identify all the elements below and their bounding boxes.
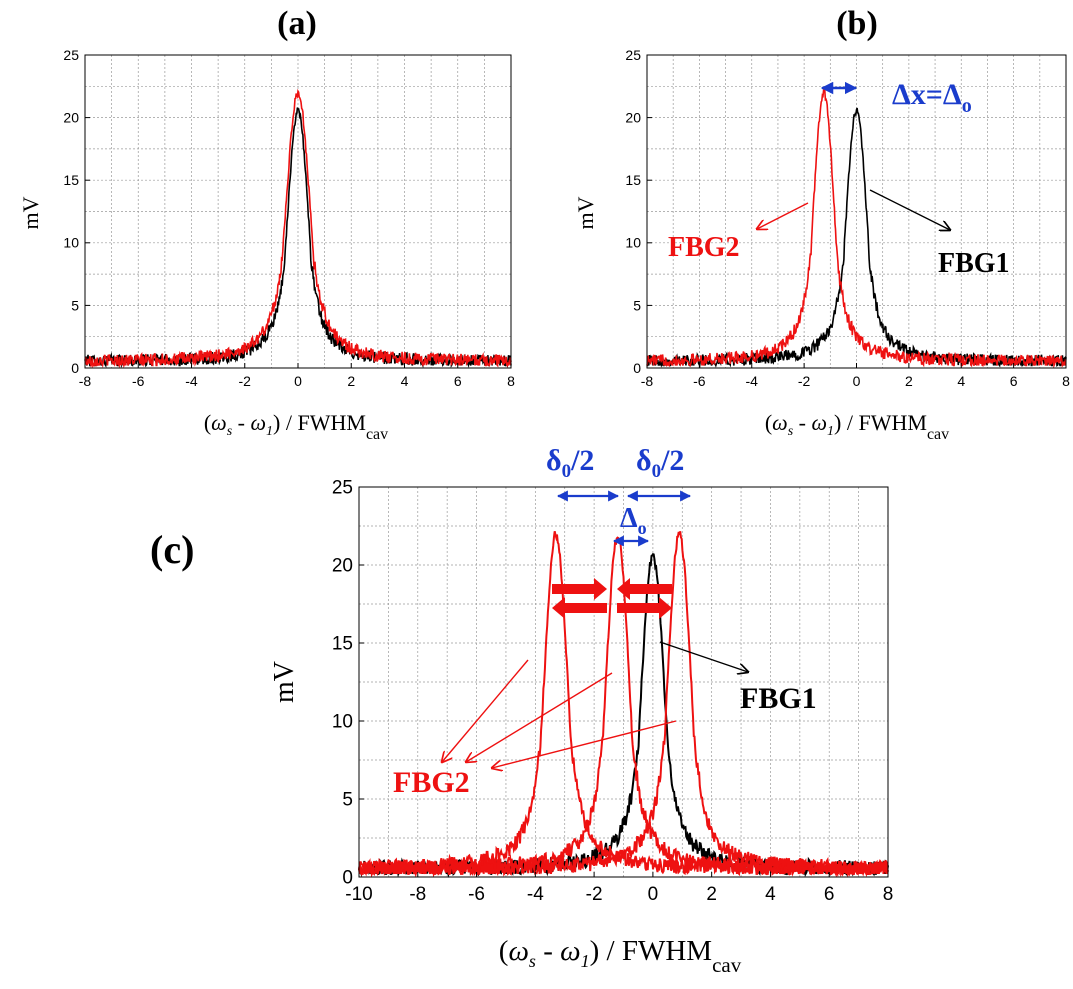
x-tick-label: -2: [798, 373, 811, 389]
x-tick-label: 8: [507, 373, 515, 389]
x-tick-label: -8: [79, 373, 92, 389]
y-tick-label: 20: [625, 110, 641, 126]
x-tick-label: -2: [239, 373, 252, 389]
panel-a-y-axis-label: mV: [18, 196, 43, 229]
panel-b-x-axis-label: (ωs - ω1) / FWHMcav: [765, 410, 949, 443]
panel-c-shift-arrow-right-right: [617, 597, 672, 619]
y-tick-label: 20: [63, 110, 79, 126]
panel-c-y-axis-label: mV: [269, 661, 300, 703]
panel-b-fbg1-label: FBG1: [938, 248, 1010, 279]
panel-b-y-axis-label: mV: [573, 196, 598, 229]
y-tick-label: 0: [71, 360, 79, 376]
panel-c-fbg1-pointer: [659, 641, 748, 672]
y-tick-label: 0: [633, 360, 641, 376]
panel-a-ticks: -8 -6 -4 -2 0 2 4 6 8 0 5 10 15 20 25: [63, 47, 515, 389]
x-tick-label: 2: [905, 373, 913, 389]
panel-c-shift-arrow-left-right: [617, 578, 672, 600]
panel-c-label: (c): [150, 527, 194, 572]
panel-a-series: [84, 88, 512, 369]
panel-c-delta0-left-label: δ0/2: [546, 444, 594, 482]
y-tick-label: 10: [625, 235, 641, 251]
x-tick-label: 2: [706, 884, 717, 905]
panel-c: -10 -8 -6 -4 -2 0 2 4 6 8 0 5 10 15 20 25 (c) mV (ωs - …: [150, 444, 893, 977]
panel-b-fbg2-label: FBG2: [668, 232, 740, 263]
x-tick-label: 6: [824, 884, 835, 905]
series-line: [646, 87, 1067, 369]
y-tick-label: 25: [625, 47, 641, 63]
panel-b: -8 -6 -4 -2 0 2 4 6 8 0 5 10 15 20 25 (b) mV (ωs - ω1)…: [573, 5, 1070, 443]
x-tick-label: -4: [185, 373, 198, 389]
panel-c-x-axis-label: (ωs - ω1) / FWHMcav: [499, 935, 742, 977]
panel-c-fbg2-pointer-3: [492, 720, 677, 768]
series-line: [358, 531, 889, 877]
panel-c-fbg2-pointer-2: [466, 672, 613, 762]
x-tick-label: -8: [641, 373, 654, 389]
x-tick-label: 0: [294, 373, 302, 389]
y-tick-label: 15: [332, 634, 353, 655]
series-line: [84, 88, 512, 369]
panel-c-delta-o-label: Δo: [620, 503, 647, 538]
panel-a-grid: [85, 55, 511, 368]
x-tick-label: 0: [853, 373, 861, 389]
panel-b-delta-x-label: Δx=Δo: [892, 78, 972, 117]
panel-c-delta0-right-label: δ0/2: [636, 444, 684, 482]
y-tick-label: 25: [332, 478, 353, 499]
x-tick-label: -10: [345, 884, 372, 905]
panel-c-fbg2-label: FBG2: [393, 766, 470, 799]
panel-c-grid: [359, 487, 888, 877]
panel-c-fbg1-label: FBG1: [740, 682, 817, 715]
y-tick-label: 10: [332, 712, 353, 733]
x-tick-label: 6: [454, 373, 462, 389]
panel-c-series: [358, 530, 889, 878]
x-tick-label: -6: [132, 373, 145, 389]
panel-c-frame: [358, 486, 889, 878]
panel-c-shift-arrow-right-left: [552, 578, 607, 600]
y-tick-label: 0: [342, 868, 353, 889]
x-tick-label: -2: [586, 884, 603, 905]
y-tick-label: 5: [633, 297, 641, 313]
x-tick-label: 0: [648, 884, 659, 905]
x-tick-label: 8: [1062, 373, 1070, 389]
y-tick-label: 15: [63, 172, 79, 188]
panel-a-label: (a): [277, 5, 317, 42]
panel-a: -8 -6 -4 -2 0 2 4 6 8 0 5 10 15 20 25 (a) mV (ωs - ω1)…: [18, 5, 515, 443]
x-tick-label: -4: [527, 884, 544, 905]
panel-b-fbg1-pointer-arrow: [869, 189, 950, 230]
x-tick-label: -6: [693, 373, 706, 389]
panel-b-fbg2-pointer-arrow: [757, 202, 809, 229]
y-tick-label: 5: [342, 790, 353, 811]
y-tick-label: 5: [71, 297, 79, 313]
panel-c-ticks: -10 -8 -6 -4 -2 0 2 4 6 8 0 5 10 15 20 25: [332, 478, 893, 905]
x-tick-label: 6: [1010, 373, 1018, 389]
panel-c-shift-arrow-left-left: [552, 597, 607, 619]
x-tick-label: 4: [957, 373, 965, 389]
x-tick-label: -4: [746, 373, 759, 389]
panel-c-fbg2-pointer-1: [442, 659, 529, 762]
x-tick-label: 4: [765, 884, 776, 905]
panel-b-ticks: -8 -6 -4 -2 0 2 4 6 8 0 5 10 15 20 25: [625, 47, 1070, 389]
y-tick-label: 10: [63, 235, 79, 251]
y-tick-label: 15: [625, 172, 641, 188]
panel-a-x-axis-label: (ωs - ω1) / FWHMcav: [204, 410, 388, 443]
panel-b-series: [646, 87, 1067, 369]
panel-b-label: (b): [836, 5, 878, 42]
panel-c-shift-arrows: [552, 578, 672, 619]
x-tick-label: -6: [468, 884, 485, 905]
x-tick-label: 4: [401, 373, 409, 389]
panel-b-grid: [647, 55, 1066, 368]
x-tick-label: 8: [883, 884, 894, 905]
x-tick-label: -8: [409, 884, 426, 905]
y-tick-label: 20: [332, 556, 353, 577]
x-tick-label: 2: [347, 373, 355, 389]
y-tick-label: 25: [63, 47, 79, 63]
